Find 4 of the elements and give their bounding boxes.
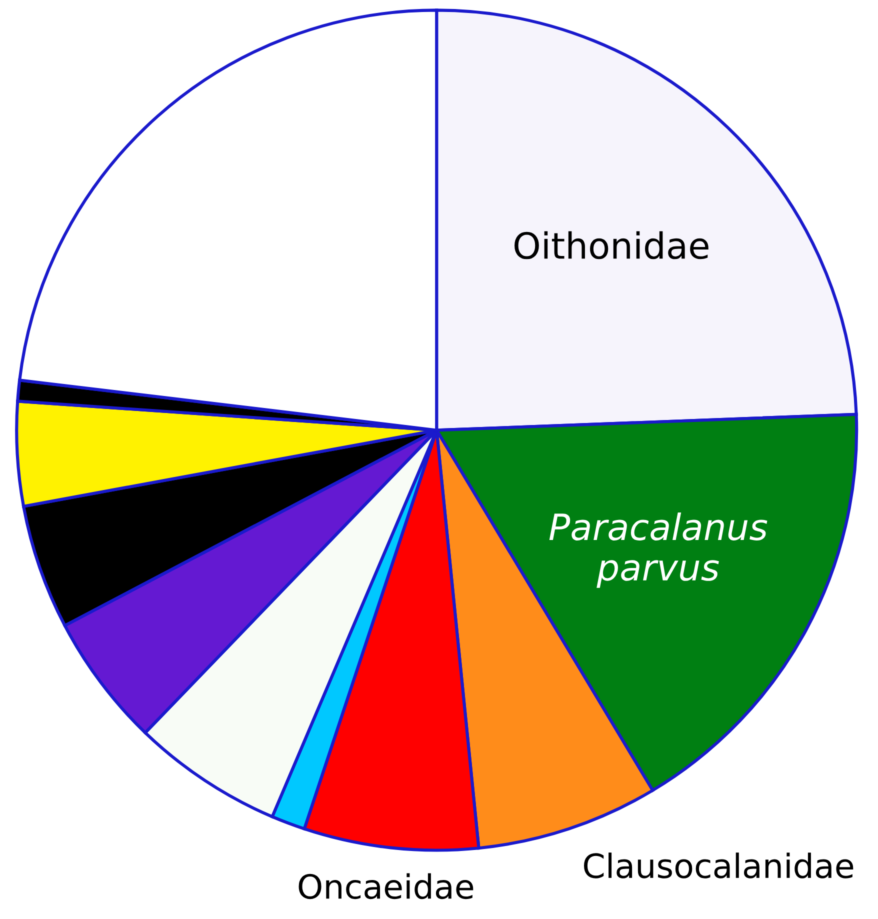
slice-label: Oncaeidae bbox=[298, 873, 474, 900]
slice-label: Clausocalanidae bbox=[584, 852, 854, 878]
slice-label: Paracalanus parvus bbox=[549, 512, 768, 588]
slice-label: Oithonidae bbox=[514, 231, 708, 260]
